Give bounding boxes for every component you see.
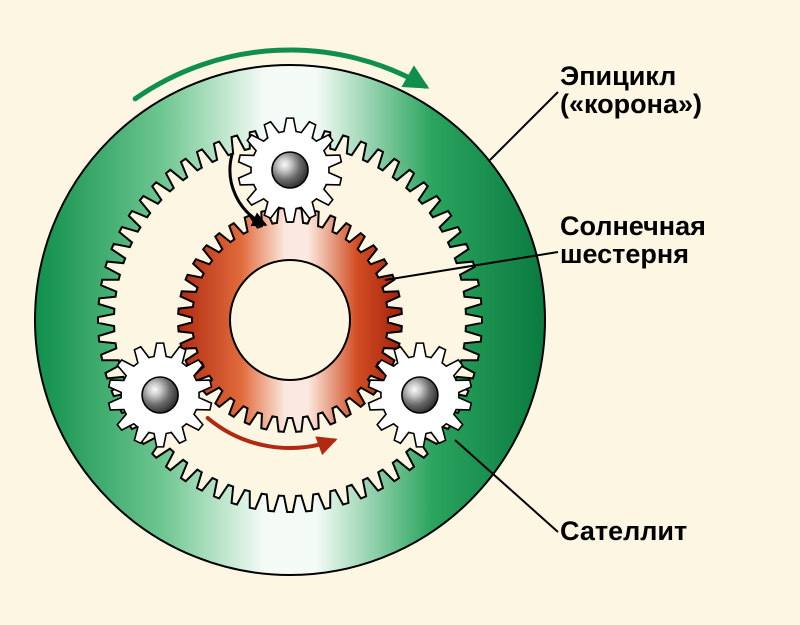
label-sun: Солнечнаяшестерня [560,211,706,269]
label-satellite: Сателлит [560,516,687,546]
